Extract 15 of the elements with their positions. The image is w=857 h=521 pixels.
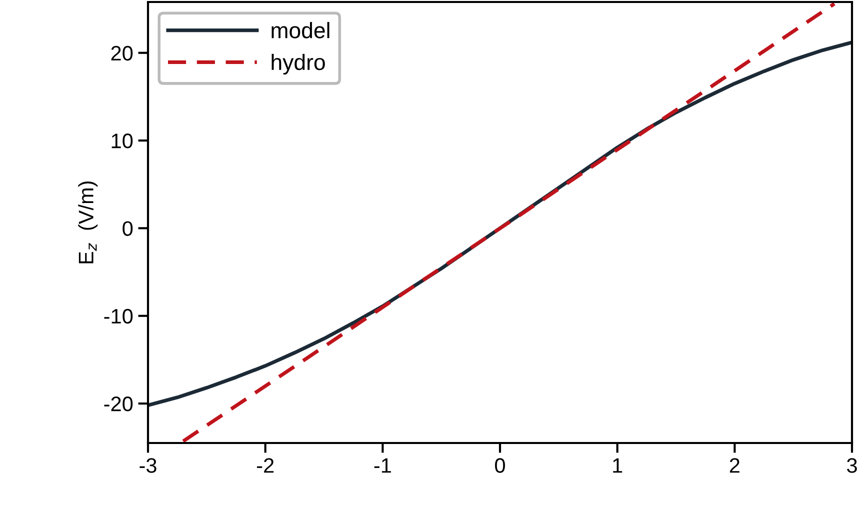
- x-tick-label: 3: [847, 458, 857, 473]
- x-tick-label: -3: [140, 458, 156, 473]
- y-tick-label: 0: [122, 221, 133, 236]
- y-axis-title: E$_{z}$ (V/m): [78, 181, 98, 264]
- x-tick-label: -1: [374, 458, 391, 473]
- legend-label: model: [272, 22, 330, 38]
- y-tick-label: 10: [112, 134, 133, 148]
- y-tick-label: -20: [104, 396, 133, 412]
- x-tick-label: 1: [613, 458, 622, 473]
- x-tick-label: 2: [730, 458, 740, 473]
- x-tick-label: 0: [495, 458, 505, 473]
- x-tick-label: -2: [256, 458, 274, 473]
- legend-label: hydro: [272, 54, 325, 75]
- y-tick-label: -10: [104, 308, 133, 324]
- y-tick-label: 20: [111, 46, 133, 61]
